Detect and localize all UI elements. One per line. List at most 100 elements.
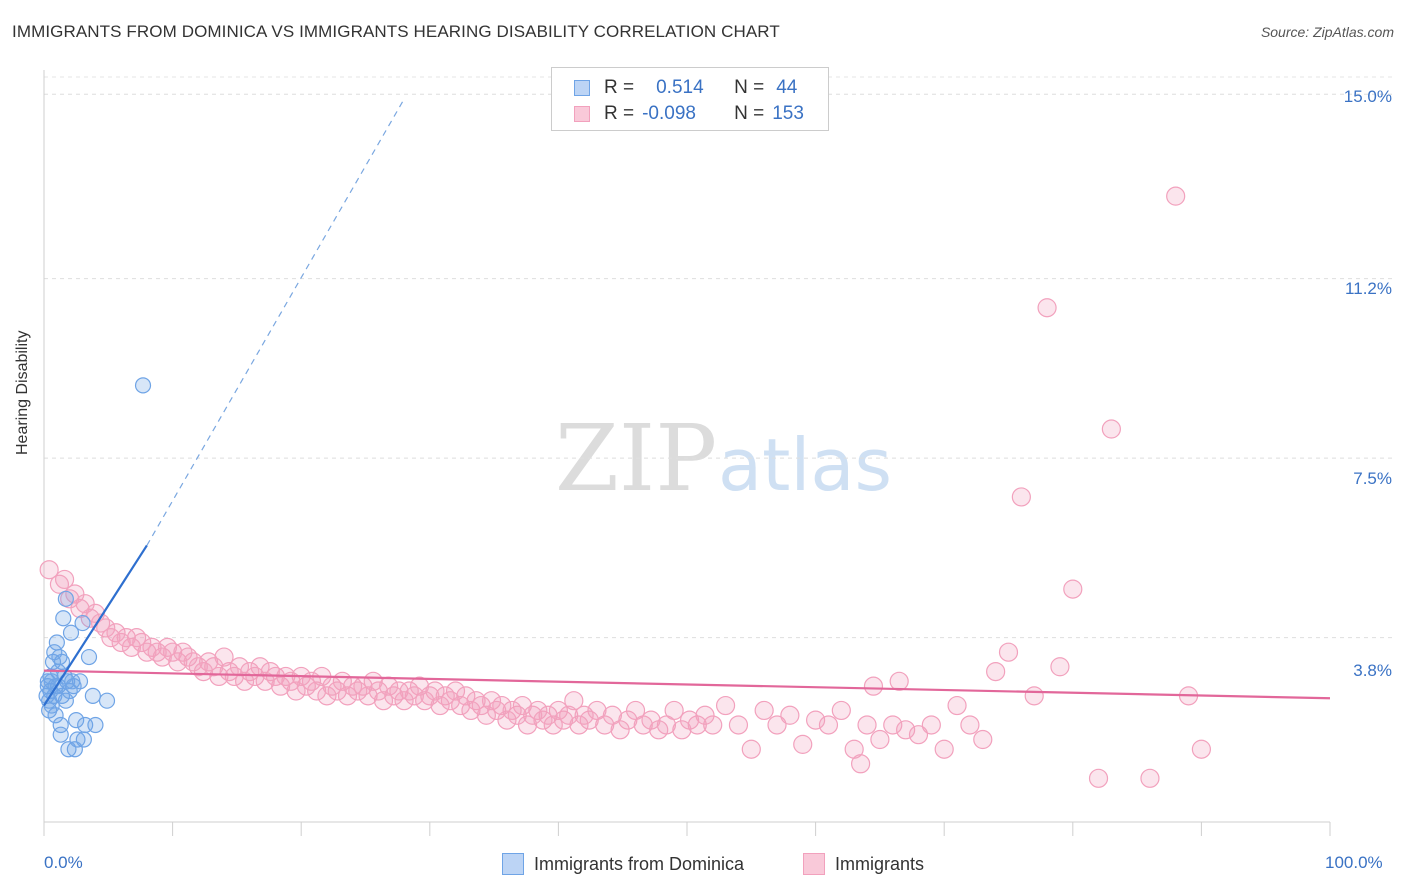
- immigrants-point: [728, 715, 749, 735]
- immigrants-point: [54, 569, 75, 590]
- immigrants-point: [404, 686, 424, 706]
- immigrants-point: [889, 671, 909, 691]
- immigrants-point: [1063, 579, 1083, 599]
- immigrants-point: [204, 657, 224, 677]
- legend-swatch-pink: [574, 106, 590, 122]
- immigrants-point: [373, 691, 394, 711]
- chart-title: IMMIGRANTS FROM DOMINICA VS IMMIGRANTS H…: [12, 22, 780, 41]
- x-tick-label-min: 0.0%: [44, 853, 83, 872]
- immigrants-point: [317, 686, 337, 706]
- dominica-point: [62, 624, 80, 641]
- immigrants-point: [517, 715, 538, 735]
- immigrants-point: [481, 691, 502, 711]
- immigrants-point: [1024, 686, 1044, 706]
- immigrants-point: [579, 710, 599, 730]
- dominica-trendline-extension: [146, 98, 405, 546]
- immigrants-point: [703, 715, 723, 735]
- bottom-legend-label: Immigrants from Dominica: [534, 853, 745, 874]
- immigrants-point: [664, 700, 684, 721]
- source-credit: Source: ZipAtlas.com: [1260, 24, 1394, 40]
- y-tick-label: 3.8%: [1353, 661, 1392, 680]
- y-tick-label: 7.5%: [1353, 469, 1392, 488]
- immigrants-point: [986, 661, 1006, 682]
- y-tick-label: 11.2%: [1345, 279, 1392, 298]
- immigrants-point: [121, 637, 142, 657]
- legend-r-value: 0.514: [656, 77, 704, 98]
- immigrants-trendline: [43, 669, 1331, 700]
- immigrants-point: [870, 729, 890, 750]
- legend-n-label: N =: [734, 103, 765, 124]
- immigrants-point: [209, 666, 229, 687]
- x-tick-label-max: 100.0%: [1325, 853, 1383, 872]
- dominica-point: [80, 648, 98, 666]
- immigrants-point: [715, 695, 736, 716]
- y-tick-label: 15.0%: [1343, 87, 1392, 106]
- immigrants-point: [595, 715, 615, 735]
- immigrants-point: [512, 695, 532, 716]
- immigrants-point: [286, 681, 306, 701]
- legend-n-value: 153: [772, 103, 804, 124]
- immigrants-point: [672, 720, 692, 740]
- immigrants-point: [641, 710, 661, 730]
- dominica-point: [68, 712, 85, 729]
- immigrants-point: [337, 686, 358, 706]
- immigrants-point: [960, 715, 980, 735]
- immigrants-point: [548, 700, 569, 721]
- immigrants-point: [1101, 419, 1121, 439]
- immigrants-point: [132, 632, 152, 653]
- legend-swatch-blue: [574, 80, 590, 96]
- immigrants-point: [863, 676, 884, 696]
- immigrants-point: [883, 715, 903, 735]
- dominica-point: [69, 731, 86, 748]
- legend-r-value: -0.098: [642, 103, 696, 124]
- immigrants-point: [947, 695, 967, 716]
- immigrants-point: [65, 584, 85, 604]
- immigrants-point: [851, 754, 871, 774]
- immigrants-point: [75, 594, 95, 614]
- immigrants-point: [767, 715, 787, 735]
- immigrants-point: [1140, 768, 1160, 788]
- immigrants-point: [389, 681, 409, 701]
- immigrants-point: [610, 720, 630, 740]
- dominica-point: [65, 678, 82, 695]
- immigrants-point: [507, 705, 527, 725]
- immigrants-point: [998, 642, 1019, 662]
- immigrants-point: [564, 691, 584, 711]
- immigrants-point: [214, 647, 234, 667]
- immigrants-point: [618, 710, 638, 730]
- legend-n-value: 44: [776, 77, 798, 98]
- immigrants-point: [255, 671, 275, 691]
- dominica-point: [52, 726, 69, 743]
- immigrants-point: [440, 691, 460, 711]
- dominica-point: [134, 377, 152, 394]
- legend-row-dominica: R = 0.514 N = 44: [574, 76, 797, 100]
- dominica-trendline: [43, 544, 148, 707]
- immigrants-point: [368, 681, 388, 701]
- immigrants-point: [538, 705, 558, 725]
- immigrants-point: [39, 560, 59, 580]
- watermark-atlas: atlas: [718, 423, 892, 507]
- immigrants-point: [476, 705, 496, 725]
- immigrants-point: [451, 695, 471, 716]
- immigrants-point: [152, 647, 172, 667]
- immigrants-point: [168, 652, 188, 672]
- dominica-point: [48, 634, 65, 651]
- dominica-point: [39, 673, 56, 690]
- immigrants-point: [831, 700, 851, 721]
- immigrants-point: [163, 642, 183, 662]
- dominica-point: [57, 590, 74, 607]
- immigrants-point: [818, 715, 839, 735]
- immigrants-point: [896, 720, 916, 740]
- bottom-legend-immigrants: Immigrants: [803, 852, 924, 876]
- immigrants-point: [193, 661, 214, 682]
- immigrants-point: [1191, 739, 1212, 759]
- bottom-legend-label: Immigrants: [835, 853, 925, 874]
- immigrants-point: [271, 676, 291, 696]
- immigrants-point: [687, 715, 707, 735]
- immigrants-point: [1088, 768, 1109, 788]
- legend-n-label: N =: [734, 77, 765, 98]
- immigrants-point: [973, 729, 993, 750]
- immigrants-point: [934, 739, 954, 759]
- immigrants-point: [116, 628, 136, 648]
- bottom-legend-dominica: Immigrants from Dominica: [502, 852, 744, 876]
